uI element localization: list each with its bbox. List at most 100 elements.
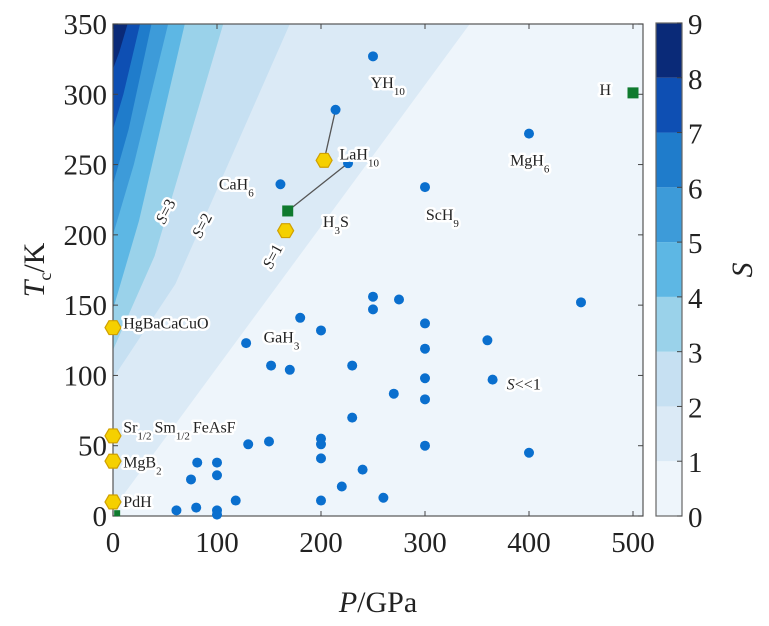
y-tick-label: 200 <box>64 220 108 252</box>
x-tick-label: 500 <box>611 527 655 559</box>
point-label: Sr1/2 Sm1/2 FeAsF <box>123 419 235 442</box>
calculated-point <box>316 325 326 336</box>
x-tick-label: 0 <box>106 527 121 559</box>
experimental-point <box>104 320 122 336</box>
colorbar-tick-label: 2 <box>688 392 703 424</box>
colorbar-segment <box>656 461 682 516</box>
calculated-point <box>230 495 241 506</box>
y-tick-label: 0 <box>93 501 108 533</box>
colorbar-segment <box>656 23 682 78</box>
calculated-point <box>343 158 354 169</box>
calculated-point <box>357 464 368 475</box>
point-label: GaH3 <box>264 329 300 352</box>
connector-line <box>287 162 349 212</box>
y-tick-label: 350 <box>64 9 108 41</box>
colorbar-frame <box>655 22 683 517</box>
calculated-point <box>316 453 326 464</box>
calculated-point <box>420 440 430 451</box>
colorbar-segment <box>656 77 682 133</box>
point-label: H <box>600 82 612 99</box>
colorbar-tick-label: 0 <box>688 502 703 534</box>
y-tick-label: 250 <box>64 150 108 182</box>
calculated-point <box>171 505 182 516</box>
square-point <box>282 205 294 217</box>
colorbar-tick-label: 5 <box>688 228 703 260</box>
point-label: LaH10 <box>340 147 380 170</box>
calculated-point <box>192 457 203 468</box>
calculated-point <box>420 318 430 329</box>
point-label: MgB2 <box>123 455 161 478</box>
point-label: HgBaCaCuO <box>123 315 208 332</box>
colorbar-title: S <box>726 263 759 278</box>
colorbar-segment <box>656 242 682 297</box>
y-tick-label: 50 <box>78 431 107 463</box>
calculated-point <box>368 51 378 62</box>
colorbar-tick-label: 3 <box>688 338 703 370</box>
point-label: CaH6 <box>219 176 254 199</box>
calculated-point <box>420 394 430 405</box>
x-tick-label: 400 <box>507 527 551 559</box>
calculated-point <box>264 436 274 447</box>
calculated-point <box>266 360 277 371</box>
contour-band-8 <box>113 24 128 69</box>
point-label: MgH6 <box>510 152 550 175</box>
colorbar-segment <box>656 406 682 462</box>
colorbar-segment <box>656 296 682 352</box>
experimental-point <box>104 494 122 510</box>
connector-line <box>323 109 337 161</box>
x-tick-label: 200 <box>299 527 343 559</box>
calculated-point <box>368 304 378 315</box>
colorbar: 0 1 2 3 4 5 6 7 8 9 <box>655 9 703 534</box>
colorbar-tick-label: 1 <box>688 447 703 479</box>
x-tick-label: 100 <box>195 527 239 559</box>
y-tick-label: 150 <box>64 290 108 322</box>
calculated-point <box>275 179 286 190</box>
data-markers <box>104 51 639 520</box>
calculated-point <box>212 509 222 520</box>
contour-fill <box>113 24 643 516</box>
y-tick-label: 100 <box>64 360 108 392</box>
calculated-point <box>388 388 399 399</box>
contour-label: S<<1 <box>507 376 541 393</box>
point-label: PdH <box>123 494 152 511</box>
axis-ticks: 0 100 200 300 400 500 0 50 100 150 200 250 300 350 <box>64 9 655 559</box>
calculated-point <box>186 474 196 485</box>
experimental-point <box>104 453 122 469</box>
y-tick-label: 300 <box>64 79 108 111</box>
point-label: YH10 <box>371 75 406 98</box>
connector-lines <box>287 109 349 212</box>
calculated-point <box>212 457 222 468</box>
calculated-point <box>524 128 534 139</box>
colorbar-segment <box>656 132 682 188</box>
calculated-point <box>243 439 254 450</box>
experimental-point <box>276 223 295 239</box>
calculated-point <box>316 439 326 450</box>
calculated-point <box>347 412 358 423</box>
calculated-point <box>295 312 306 323</box>
colorbar-tick-label: 9 <box>688 9 703 41</box>
calculated-point <box>191 502 202 513</box>
calculated-point <box>420 373 430 384</box>
calculated-point <box>420 182 430 193</box>
calculated-point <box>482 335 493 346</box>
x-tick-label: 300 <box>403 527 447 559</box>
square-point <box>114 510 121 517</box>
calculated-point <box>284 364 295 375</box>
calculated-point <box>487 374 498 385</box>
calculated-point <box>420 343 430 354</box>
point-annotations: YH10 LaH10 CaH6 H3S ScH9 MgH6 H GaH3 HgBaCaCuO Sr… <box>121 73 614 514</box>
calculated-point <box>336 481 347 492</box>
calculated-point <box>394 294 404 305</box>
calculated-point <box>524 447 534 458</box>
colorbar-tick-label: 6 <box>688 173 703 205</box>
colorbar-tick-label: 7 <box>688 119 703 151</box>
square-point <box>627 87 639 99</box>
calculated-point <box>378 492 389 503</box>
experimental-point <box>315 152 333 168</box>
point-label: ScH9 <box>426 207 460 230</box>
calculated-point <box>316 495 326 506</box>
x-axis-title: P/GPa <box>338 586 417 619</box>
experimental-point <box>104 428 122 444</box>
colorbar-tick-label: 8 <box>688 64 703 96</box>
